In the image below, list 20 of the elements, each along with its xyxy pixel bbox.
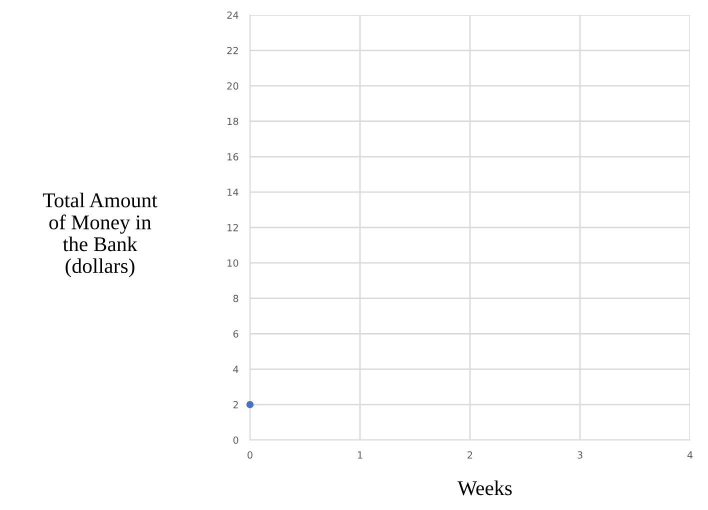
y-tick-label: 12 (228, 224, 238, 232)
y-tick-label: 14 (228, 188, 238, 196)
x-tick-label: 3 (578, 451, 582, 459)
y-tick-label: 8 (233, 294, 238, 302)
x-tick-label: 2 (468, 451, 472, 458)
x-tick-label: 4 (687, 451, 693, 458)
y-tick-label: 4 (233, 366, 238, 373)
y-tick-label: 0 (233, 436, 238, 444)
y-tick-label: 2 (233, 401, 238, 408)
y-tick-label: 16 (228, 153, 238, 160)
x-tick-label: 1 (358, 451, 362, 458)
y-tick-label: 22 (227, 46, 238, 54)
x-tick-label: 0 (248, 451, 252, 459)
y-tick-label: 24 (227, 11, 238, 19)
y-tick-label: 18 (228, 118, 238, 126)
y-tick-label: 6 (233, 330, 238, 338)
y-axis-title: Total Amount of Money in the Bank (dollars) (42, 192, 158, 278)
y-tick-label: 10 (228, 259, 238, 267)
y-tick-label: 20 (227, 82, 238, 90)
x-axis-title: Weeks (458, 480, 512, 496)
